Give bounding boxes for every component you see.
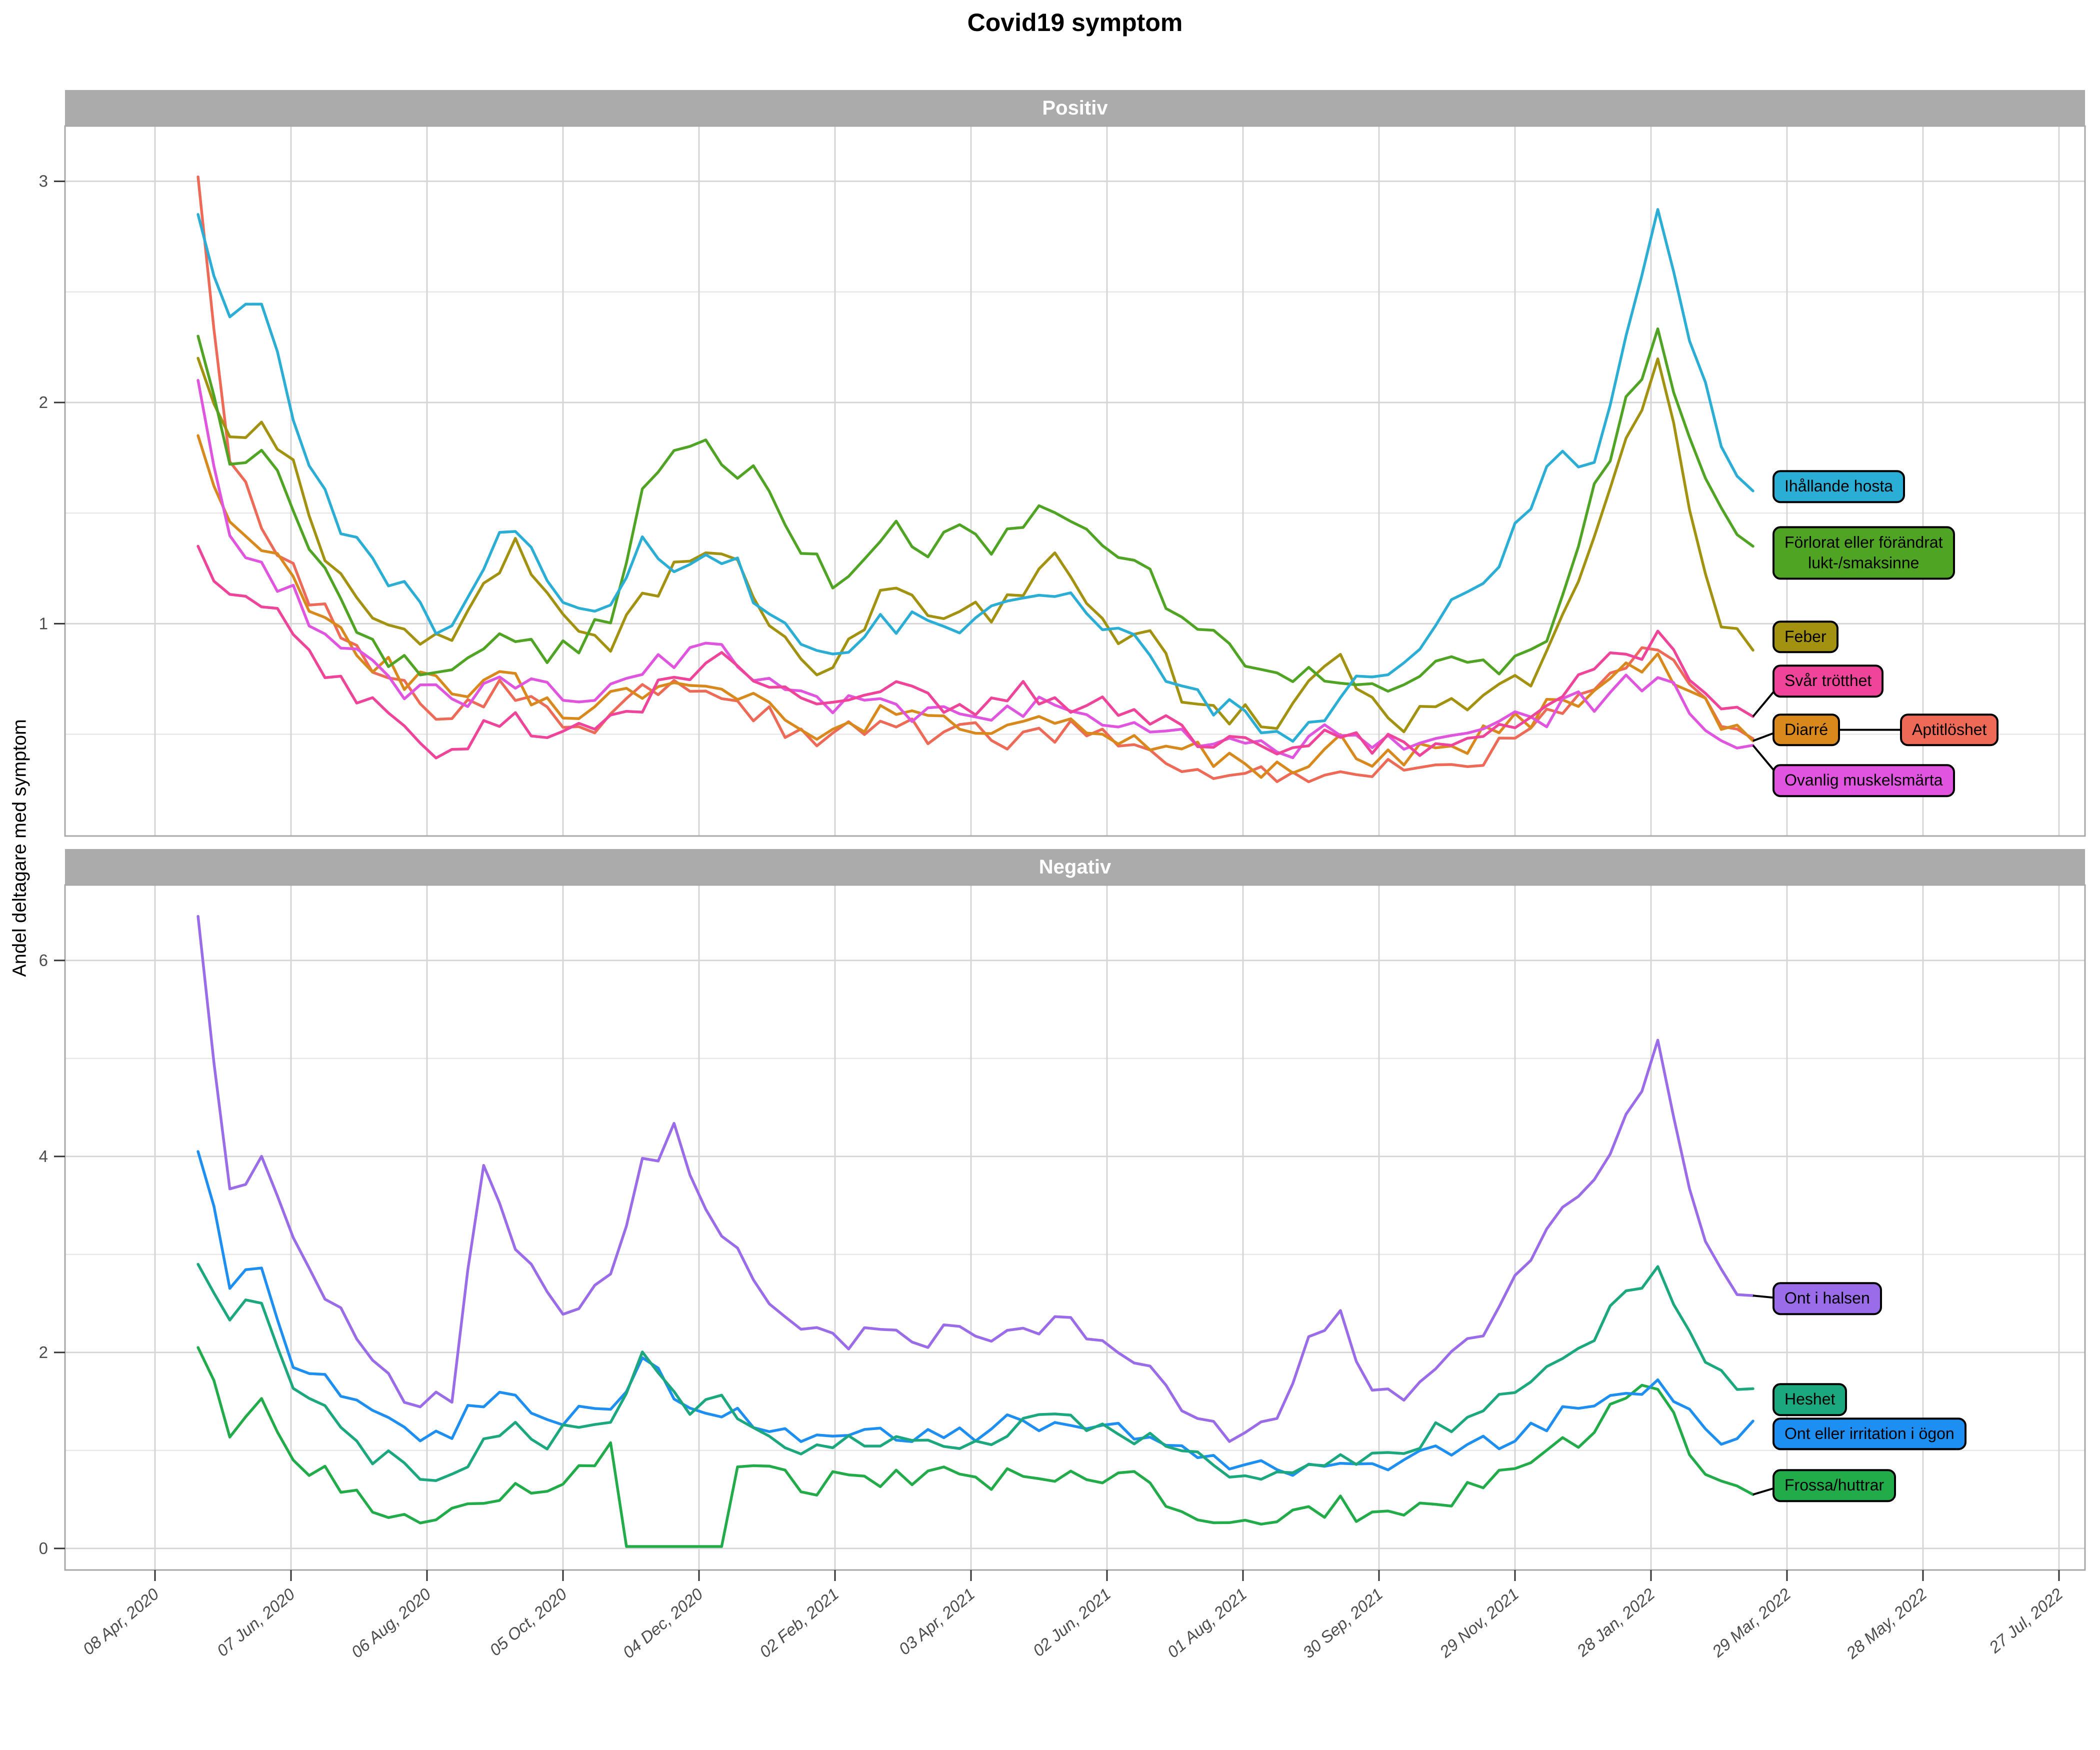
- facet-strip-positiv-label: Positiv: [1042, 96, 1108, 119]
- series-label-heshet: Heshet: [1772, 1383, 1848, 1416]
- chart-title: Covid19 symptom: [967, 8, 1183, 36]
- series-label-ovanlig-muskelsmarta: Ovanlig muskelsmärta: [1772, 764, 1955, 798]
- series-label-ont-irritation-ogon: Ont eller irritation i ögon: [1772, 1417, 1966, 1450]
- svg-text:02 Jun, 2021: 02 Jun, 2021: [1030, 1584, 1114, 1660]
- svg-text:28 May, 2022: 28 May, 2022: [1842, 1584, 1930, 1662]
- svg-text:05 Oct, 2020: 05 Oct, 2020: [486, 1584, 570, 1660]
- svg-text:07 Jun, 2020: 07 Jun, 2020: [214, 1584, 298, 1660]
- series-label-svar-trotthet: Svår trötthet: [1772, 664, 1884, 698]
- series-label-ont-i-halsen: Ont i halsen: [1772, 1282, 1882, 1315]
- svg-text:4: 4: [39, 1147, 48, 1166]
- svg-text:6: 6: [39, 951, 48, 970]
- svg-text:27 Jul, 2022: 27 Jul, 2022: [1985, 1584, 2066, 1657]
- series-label-frossa-huttrar: Frossa/huttrar: [1772, 1469, 1896, 1502]
- svg-text:3: 3: [39, 172, 48, 190]
- svg-text:29 Mar, 2022: 29 Mar, 2022: [1708, 1584, 1794, 1661]
- series-label-diarre: Diarré: [1772, 713, 1840, 746]
- facet-strip-negativ-label: Negativ: [1038, 856, 1112, 878]
- svg-text:06 Aug, 2020: 06 Aug, 2020: [348, 1584, 434, 1662]
- series-label-lukt-smaksinne: Förlorat eller förändrat lukt-/smaksinne: [1772, 526, 1955, 580]
- series-label-feber: Feber: [1772, 620, 1838, 654]
- svg-text:0: 0: [39, 1539, 48, 1558]
- facet-strip-positiv: Positiv: [65, 90, 2085, 126]
- svg-text:01 Aug, 2021: 01 Aug, 2021: [1164, 1584, 1250, 1662]
- svg-text:30 Sep, 2021: 30 Sep, 2021: [1299, 1584, 1386, 1662]
- svg-text:1: 1: [39, 614, 48, 632]
- svg-text:29 Nov, 2021: 29 Nov, 2021: [1436, 1584, 1522, 1662]
- svg-text:02 Feb, 2021: 02 Feb, 2021: [756, 1584, 842, 1661]
- svg-text:04 Dec, 2020: 04 Dec, 2020: [619, 1584, 706, 1662]
- svg-text:28 Jan, 2022: 28 Jan, 2022: [1573, 1584, 1658, 1660]
- svg-text:03 Apr, 2021: 03 Apr, 2021: [895, 1584, 978, 1658]
- series-label-aptitloshet: Aptitlöshet: [1900, 713, 1999, 746]
- svg-text:2: 2: [39, 1343, 48, 1362]
- svg-text:08 Apr, 2020: 08 Apr, 2020: [79, 1584, 162, 1658]
- facet-strip-negativ: Negativ: [65, 849, 2085, 885]
- series-label-ihallande-hosta: Ihållande hosta: [1772, 470, 1906, 503]
- svg-text:2: 2: [39, 393, 48, 412]
